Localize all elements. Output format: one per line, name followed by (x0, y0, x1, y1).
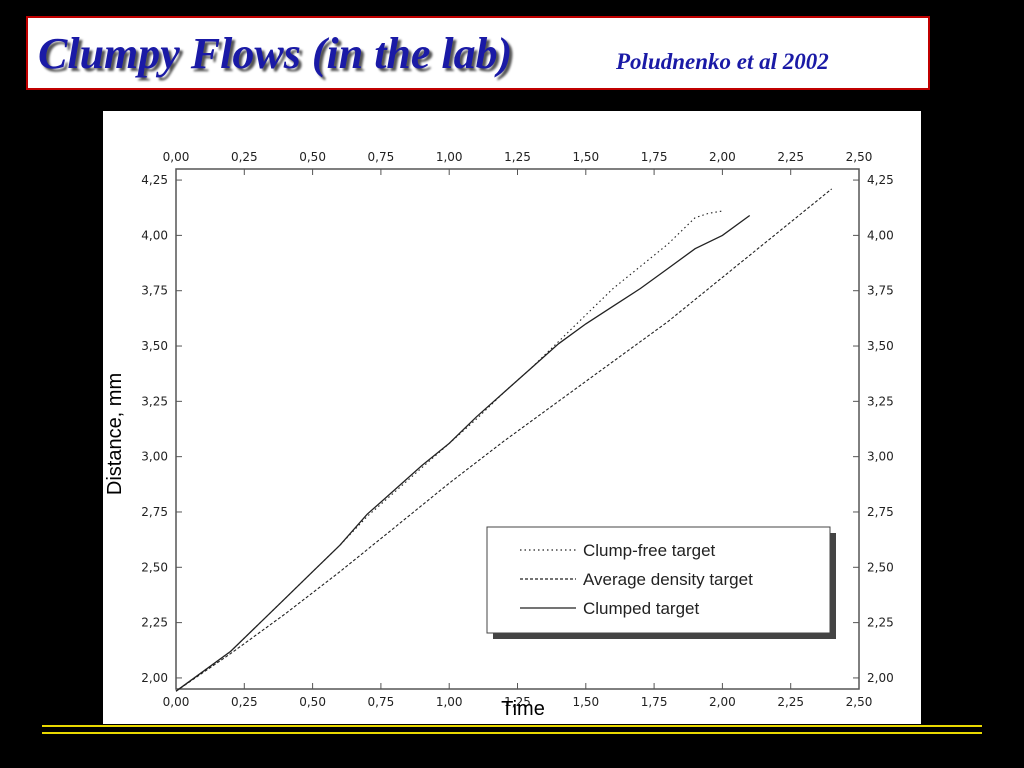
y-tick-label-right: 2,25 (867, 616, 894, 630)
series-layer (175, 188, 833, 692)
y-tick-label-left: 4,00 (141, 228, 168, 242)
y-axis-title: Distance, mm (104, 373, 126, 495)
x-tick-label-top: 2,25 (777, 150, 804, 164)
y-tick-label-right: 3,50 (867, 339, 894, 353)
series-line-average-density-target (175, 188, 833, 692)
y-tick-label-right: 3,75 (867, 284, 894, 298)
x-tick-label-bottom: 1,75 (641, 695, 668, 709)
legend-box (486, 526, 831, 634)
rule-line-top (42, 725, 982, 727)
x-tick-label-top: 0,00 (163, 150, 190, 164)
x-tick-label-bottom: 2,25 (777, 695, 804, 709)
x-tick-label-top: 0,50 (299, 150, 326, 164)
x-tick-label-bottom: 1,25 (504, 695, 531, 709)
x-axis-title: Time (501, 698, 545, 720)
y-tick-label-right: 3,25 (867, 394, 894, 408)
y-tick-label-right: 2,50 (867, 560, 894, 574)
y-tick-label-left: 3,75 (141, 284, 168, 298)
x-tick-label-bottom: 1,00 (436, 695, 463, 709)
y-tick-label-left: 2,25 (141, 616, 168, 630)
x-tick-label-bottom: 2,00 (709, 695, 736, 709)
chart-svg: 0,00 0,00 0,25 0,25 0,50 0,50 0,75 0,75 1,00 1,00… (104, 150, 894, 720)
slide-title: Clumpy Flows (in the lab) (38, 29, 513, 78)
y-tick-label-left: 3,50 (141, 339, 168, 353)
y-tick-label-left: 3,25 (141, 394, 168, 408)
x-tick-label-top: 0,25 (231, 150, 258, 164)
y-tick-label-left: 2,00 (141, 671, 168, 685)
x-tick-label-bottom: 2,50 (846, 695, 873, 709)
x-tick-label-bottom: 0,00 (163, 695, 190, 709)
x-tick-label-top: 1,25 (504, 150, 531, 164)
series-line-clump-free-target (175, 210, 723, 692)
y-tick-label-right: 2,75 (867, 505, 894, 519)
legend-label-average-density-target: Average density target (583, 570, 753, 589)
x-tick-label-top: 0,75 (368, 150, 395, 164)
title-box: Clumpy Flows (in the lab) Poludnenko et … (26, 16, 930, 90)
x-tick-label-top: 1,50 (572, 150, 599, 164)
x-tick-label-bottom: 0,25 (231, 695, 258, 709)
x-tick-label-top: 2,00 (709, 150, 736, 164)
y-tick-label-left: 3,00 (141, 450, 168, 464)
y-tick-label-left: 4,25 (141, 173, 168, 187)
legend-label-clumped-target: Clumped target (583, 599, 700, 618)
y-tick-label-right: 2,00 (867, 671, 894, 685)
legend-label-clump-free-target: Clump-free target (583, 541, 716, 560)
x-tick-label-top: 1,00 (436, 150, 463, 164)
y-tick-label-right: 4,25 (867, 173, 894, 187)
legend: Clump-free target Average density target C… (486, 526, 836, 639)
x-tick-label-bottom: 1,50 (572, 695, 599, 709)
x-tick-label-top: 1,75 (641, 150, 668, 164)
y-tick-label-right: 3,00 (867, 450, 894, 464)
y-tick-label-left: 2,50 (141, 560, 168, 574)
tick-layer: 0,00 0,00 0,25 0,25 0,50 0,50 0,75 0,75 1,00 1,00… (141, 150, 893, 709)
rule-line-bottom (42, 732, 982, 734)
x-tick-label-bottom: 0,75 (368, 695, 395, 709)
series-line-clumped-target (175, 214, 751, 692)
legend-items: Clump-free target Average density target C… (520, 541, 753, 618)
slide-subtitle: Poludnenko et al 2002 (616, 49, 829, 74)
chart-panel: 0,00 0,00 0,25 0,25 0,50 0,50 0,75 0,75 1,00 1,00… (103, 111, 921, 724)
y-tick-label-right: 4,00 (867, 228, 894, 242)
y-tick-label-left: 2,75 (141, 505, 168, 519)
x-tick-label-bottom: 0,50 (299, 695, 326, 709)
x-tick-label-top: 2,50 (846, 150, 873, 164)
